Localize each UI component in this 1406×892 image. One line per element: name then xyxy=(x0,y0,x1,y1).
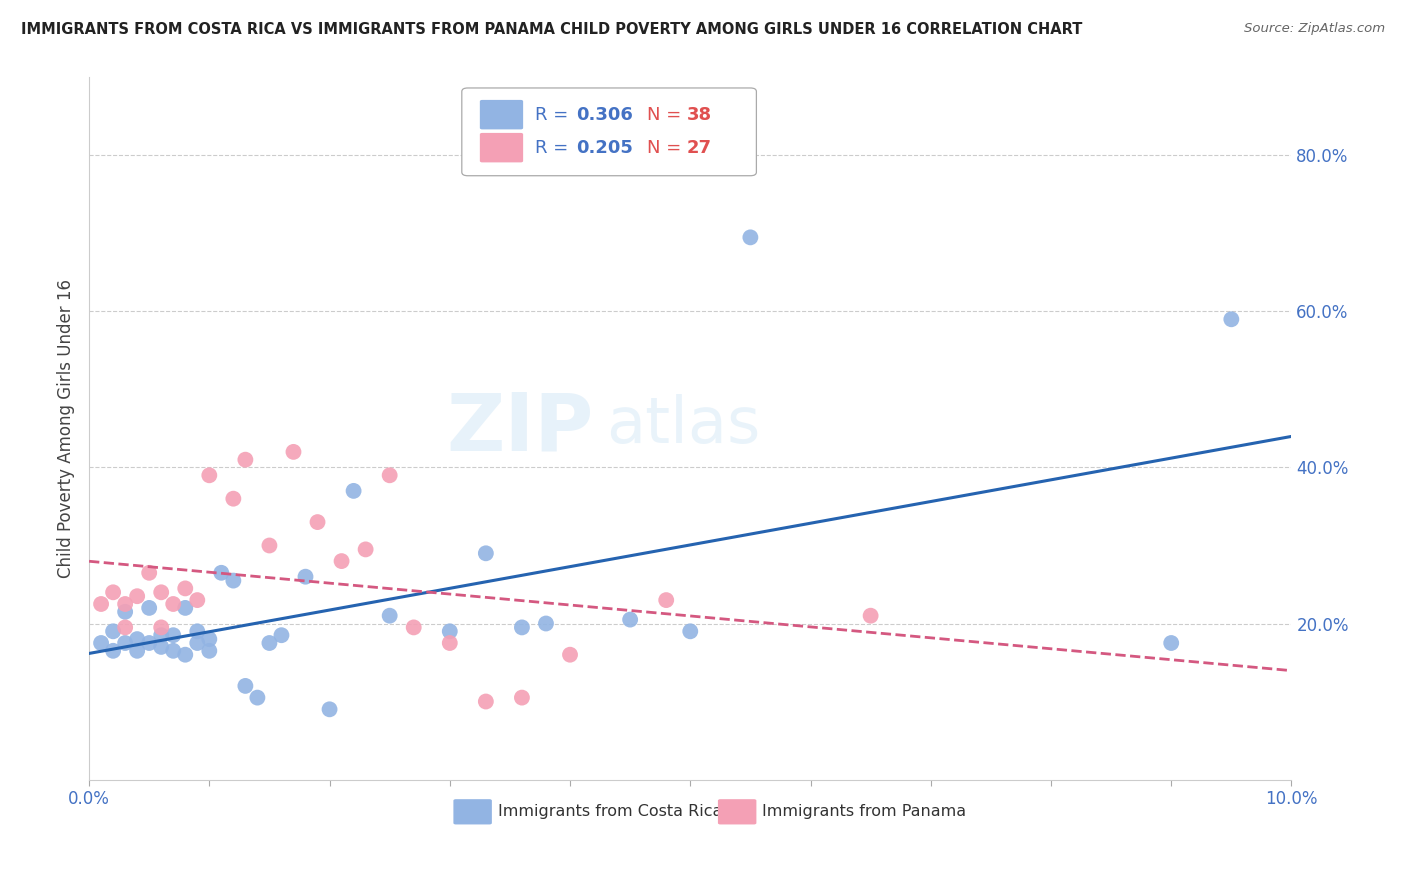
Point xyxy=(150,628,173,642)
Text: Immigrants from Costa Rica: Immigrants from Costa Rica xyxy=(498,805,723,820)
Point xyxy=(162,628,184,642)
Point xyxy=(294,570,316,584)
Point xyxy=(186,593,208,607)
Point xyxy=(150,585,173,599)
Point xyxy=(174,648,197,662)
Point xyxy=(198,632,221,646)
Text: atlas: atlas xyxy=(606,394,761,456)
Point xyxy=(402,620,425,634)
Point xyxy=(619,613,641,627)
Text: R =: R = xyxy=(536,105,574,124)
Point xyxy=(101,624,124,639)
Point xyxy=(150,620,173,634)
Point xyxy=(114,636,136,650)
Point xyxy=(101,644,124,658)
Point xyxy=(162,644,184,658)
Point xyxy=(138,566,160,580)
Text: R =: R = xyxy=(536,139,574,157)
FancyBboxPatch shape xyxy=(461,88,756,176)
Point xyxy=(679,624,702,639)
Point xyxy=(342,483,364,498)
FancyBboxPatch shape xyxy=(453,799,492,824)
Point xyxy=(558,648,581,662)
Point xyxy=(439,636,461,650)
Text: N =: N = xyxy=(647,139,688,157)
Text: 0.306: 0.306 xyxy=(576,105,633,124)
Point xyxy=(307,515,329,529)
Point xyxy=(246,690,269,705)
Point xyxy=(150,640,173,654)
Point xyxy=(198,468,221,483)
Text: N =: N = xyxy=(647,105,688,124)
Point xyxy=(209,566,232,580)
Point xyxy=(1220,312,1243,326)
Point xyxy=(186,624,208,639)
Point xyxy=(198,644,221,658)
Point xyxy=(1160,636,1182,650)
Point xyxy=(127,632,149,646)
Point xyxy=(318,702,340,716)
Point xyxy=(354,542,377,557)
Point xyxy=(127,589,149,603)
Text: IMMIGRANTS FROM COSTA RICA VS IMMIGRANTS FROM PANAMA CHILD POVERTY AMONG GIRLS U: IMMIGRANTS FROM COSTA RICA VS IMMIGRANTS… xyxy=(21,22,1083,37)
Point xyxy=(378,468,401,483)
Point xyxy=(259,636,281,650)
FancyBboxPatch shape xyxy=(479,133,523,162)
FancyBboxPatch shape xyxy=(718,799,756,824)
Point xyxy=(138,601,160,615)
Point xyxy=(114,620,136,634)
Text: Source: ZipAtlas.com: Source: ZipAtlas.com xyxy=(1244,22,1385,36)
Point xyxy=(222,491,245,506)
Point xyxy=(510,620,533,634)
Point xyxy=(186,636,208,650)
Point xyxy=(90,597,112,611)
Point xyxy=(510,690,533,705)
Text: 38: 38 xyxy=(686,105,711,124)
Point xyxy=(90,636,112,650)
Point xyxy=(475,546,498,560)
Point xyxy=(174,601,197,615)
Point xyxy=(534,616,557,631)
Point xyxy=(740,230,762,244)
Point xyxy=(283,445,305,459)
Point xyxy=(475,694,498,708)
Point xyxy=(439,624,461,639)
FancyBboxPatch shape xyxy=(479,100,523,129)
Y-axis label: Child Poverty Among Girls Under 16: Child Poverty Among Girls Under 16 xyxy=(58,279,75,578)
Text: ZIP: ZIP xyxy=(447,390,595,467)
Point xyxy=(235,452,257,467)
Point xyxy=(270,628,292,642)
Text: 0.205: 0.205 xyxy=(576,139,633,157)
Point xyxy=(127,644,149,658)
Point xyxy=(138,636,160,650)
Point xyxy=(174,582,197,596)
Point xyxy=(114,597,136,611)
Point xyxy=(114,605,136,619)
Point xyxy=(162,597,184,611)
Point xyxy=(235,679,257,693)
Point xyxy=(222,574,245,588)
Point xyxy=(101,585,124,599)
Point xyxy=(378,608,401,623)
Point xyxy=(330,554,353,568)
Text: 27: 27 xyxy=(686,139,711,157)
Point xyxy=(655,593,678,607)
Text: Immigrants from Panama: Immigrants from Panama xyxy=(762,805,966,820)
Point xyxy=(259,539,281,553)
Point xyxy=(859,608,882,623)
